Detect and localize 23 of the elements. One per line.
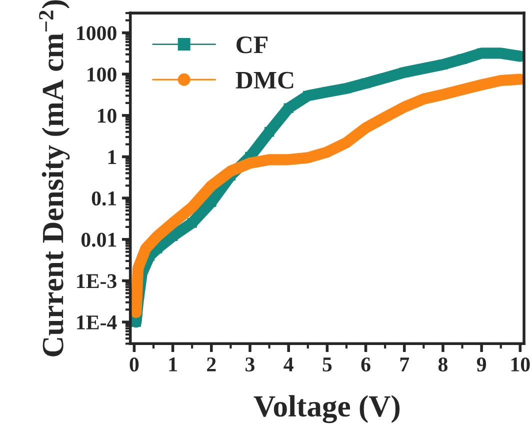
x-tick-label: 3 [246,358,254,372]
y-tick-label: 1000 [77,26,116,40]
x-tick-label: 5 [322,358,332,372]
x-tick-label: 0 [130,357,139,372]
y-tick-label: 100 [88,67,116,82]
x-axis-title: Voltage (V) [254,395,400,424]
y-tick-label: 0.01 [81,232,116,247]
x-tick-label: 8 [438,357,448,372]
legend-label: DMC [236,72,294,89]
x-tick-label: 6 [361,358,370,372]
y-tick-label: 1E-3 [77,274,116,288]
x-tick-label: 1 [169,358,177,372]
y-tick-label: 0.1 [92,191,116,206]
x-tick-label: 7 [400,358,410,372]
y-tick-label: 1 [108,150,116,164]
y-tick-label: 1E-4 [77,316,117,330]
x-tick-label: 4 [284,358,294,372]
legend-label: CF [236,36,268,54]
x-tick-label: 9 [476,358,486,372]
y-axis-title: Current Density (mA cm$^{−2}$) [39,0,70,356]
x-tick-label: 10 [511,357,530,372]
y-tick-label: 10 [98,108,116,123]
x-tick-label: 2 [207,358,216,372]
